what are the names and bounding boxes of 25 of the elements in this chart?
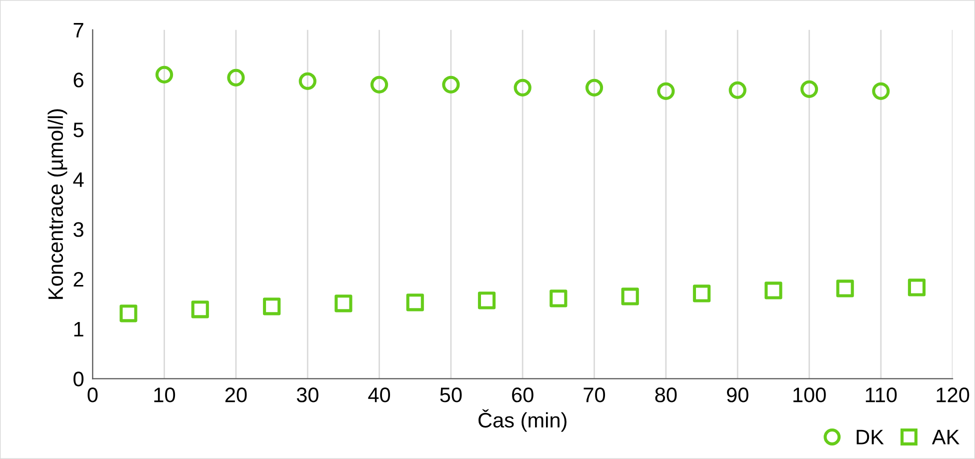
x-axis-title: Čas (min)	[478, 409, 566, 432]
x-tick-label: 40	[368, 388, 390, 402]
x-tick-label: 0	[88, 388, 98, 402]
y-tick-label: 7	[74, 23, 84, 38]
x-tick-label: 70	[584, 388, 606, 402]
x-tick-label: 60	[512, 388, 534, 402]
legend-label: AK	[932, 430, 960, 444]
x-tick-label: 110	[866, 388, 897, 402]
x-tick-label: 50	[440, 388, 462, 402]
x-tick-label: 20	[225, 388, 247, 402]
y-tick-label: 1	[74, 322, 84, 336]
x-tick-label: 80	[655, 388, 677, 402]
y-axis-title: Koncentrace (µmol/l)	[48, 109, 68, 299]
x-tick-label: 90	[726, 388, 748, 402]
y-tick-label: 0	[74, 372, 84, 386]
y-tick-label: 3	[74, 222, 84, 237]
x-tick-label: 120	[936, 388, 970, 402]
y-tick-label: 2	[74, 272, 84, 287]
x-tick-label: 30	[296, 388, 318, 402]
y-tick-label: 4	[73, 172, 84, 187]
y-tick-label: 5	[74, 122, 84, 138]
x-tick-label: 100	[793, 388, 826, 402]
x-tick-label: 10	[154, 388, 176, 402]
y-tick-label: 6	[74, 72, 84, 88]
legend-label: DK	[856, 430, 884, 444]
